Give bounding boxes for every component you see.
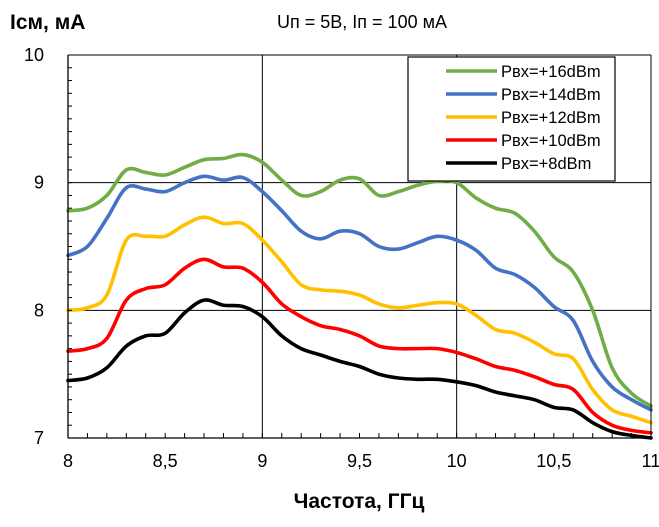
series-line-p-10dbm (66, 257, 653, 435)
series-line-p-16dbm (66, 152, 653, 408)
x-axis-title: Частота, ГГц (294, 490, 425, 513)
series-line-p-8dbm (66, 298, 653, 440)
series-line-p-14dbm (66, 174, 653, 412)
y-tick-label: 8 (34, 300, 44, 320)
legend-label-p-10dbm: Pвх=+10dBm (501, 132, 601, 150)
legend: Pвх=+16dBm Pвх=+14dBm Pвх=+12dBm Pвх=+10dBm… (407, 56, 616, 182)
series-lines (66, 152, 653, 440)
series-line-p-12dbm (66, 215, 653, 425)
y-tick-label: 9 (34, 173, 44, 193)
legend-label-p-16dbm: Pвх=+16dBm (501, 63, 601, 81)
y-tick-label: 7 (34, 428, 44, 448)
axes (67, 54, 652, 439)
x-tick-label: 10,5 (536, 451, 571, 471)
y-tick-label: 10 (24, 45, 44, 65)
chart-subtitle: Uп = 5В, Iп = 100 мА (277, 12, 447, 32)
legend-label-p-12dbm: Pвх=+12dBm (501, 109, 601, 127)
x-tick-label: 8,5 (153, 451, 178, 471)
x-tick-label: 11 (642, 451, 659, 471)
x-tick-label: 9,5 (347, 451, 372, 471)
legend-box (407, 56, 616, 182)
legend-label-p-8dbm: Pвх=+8dBm (501, 155, 591, 173)
legend-label-p-14dbm: Pвх=+14dBm (501, 86, 601, 104)
x-tick-label: 10 (447, 451, 467, 471)
x-tick-label: 8 (63, 451, 73, 471)
y-axis-title: Iсм, мА (10, 11, 85, 34)
x-tick-label: 9 (257, 451, 267, 471)
